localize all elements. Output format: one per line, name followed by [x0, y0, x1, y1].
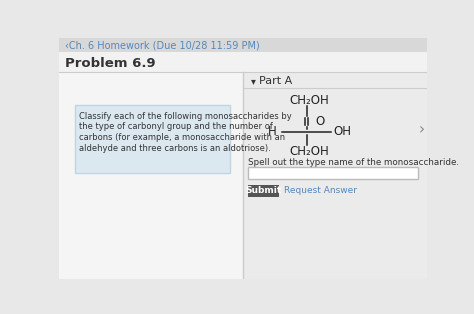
Text: ›: › — [419, 122, 425, 137]
Text: CH₂OH: CH₂OH — [290, 94, 329, 106]
Text: the type of carbonyl group and the number of: the type of carbonyl group and the numbe… — [80, 122, 273, 131]
Bar — [59, 38, 427, 52]
Text: Submit: Submit — [245, 187, 281, 195]
Text: OH: OH — [334, 125, 352, 138]
Text: ‹Ch. 6 Homework (Due 10/28 11:59 PM): ‹Ch. 6 Homework (Due 10/28 11:59 PM) — [65, 41, 260, 50]
Text: Part A: Part A — [259, 76, 292, 86]
Text: CH₂OH: CH₂OH — [290, 145, 329, 158]
Text: H: H — [267, 125, 276, 138]
Text: Spell out the type name of the monosaccharide.: Spell out the type name of the monosacch… — [247, 158, 458, 167]
Bar — [247, 185, 279, 197]
Bar — [59, 72, 243, 279]
Text: Classify each of the following monosaccharides by: Classify each of the following monosacch… — [80, 111, 292, 121]
FancyBboxPatch shape — [75, 106, 230, 173]
Text: Problem 6.9: Problem 6.9 — [65, 57, 156, 70]
Text: Request Answer: Request Answer — [284, 187, 357, 195]
Bar — [247, 167, 418, 179]
Bar — [243, 72, 427, 279]
Text: ▾: ▾ — [251, 76, 256, 86]
Text: carbons (for example, a monosaccharide with an: carbons (for example, a monosaccharide w… — [80, 133, 285, 142]
Text: O: O — [315, 115, 324, 128]
Text: aldehyde and three carbons is an aldotriose).: aldehyde and three carbons is an aldotri… — [80, 144, 271, 153]
